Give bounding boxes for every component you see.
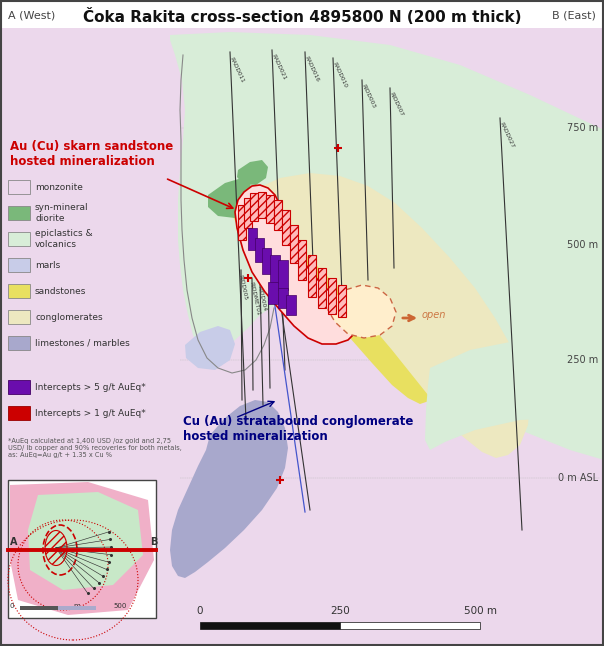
Bar [308, 255, 316, 297]
Text: 500 m: 500 m [567, 240, 598, 250]
Text: RADD010: RADD010 [331, 61, 347, 89]
Text: sandstones: sandstones [35, 286, 86, 295]
Bar [266, 195, 274, 223]
Text: Au (Cu) skarn sandstone
hosted mineralization: Au (Cu) skarn sandstone hosted mineraliz… [10, 140, 173, 168]
Polygon shape [425, 338, 604, 450]
Text: open: open [422, 310, 446, 320]
Text: RIDDMET01: RIDDMET01 [248, 281, 260, 316]
Polygon shape [232, 183, 438, 404]
Bar [278, 260, 288, 290]
Text: A (West): A (West) [8, 11, 55, 21]
Polygon shape [208, 178, 252, 218]
Bar [8, 310, 30, 324]
Bar [8, 380, 30, 394]
Text: limestones / marbles: limestones / marbles [35, 339, 130, 348]
Text: 0: 0 [197, 606, 204, 616]
Text: Čoka Rakita cross-section 4895800 N (200 m thick): Čoka Rakita cross-section 4895800 N (200… [83, 8, 521, 25]
Polygon shape [28, 492, 143, 590]
Text: A: A [10, 537, 18, 547]
Bar [258, 192, 266, 218]
Text: monzonite: monzonite [35, 183, 83, 191]
Text: RIDD004: RIDD004 [256, 285, 266, 311]
Bar [8, 206, 30, 220]
Text: 0: 0 [10, 603, 14, 609]
Bar [8, 284, 30, 298]
Text: Cu (Au) stratabound conglomerate
hosted mineralization: Cu (Au) stratabound conglomerate hosted … [183, 415, 413, 443]
Polygon shape [235, 185, 358, 344]
Text: syn-mineral
diorite: syn-mineral diorite [35, 203, 89, 223]
Bar [238, 205, 246, 240]
Bar [250, 193, 258, 221]
Polygon shape [0, 28, 604, 646]
Bar [20, 606, 58, 610]
Text: 500: 500 [113, 603, 126, 609]
Bar [8, 258, 30, 272]
Bar [328, 278, 336, 314]
Bar [318, 268, 326, 308]
Text: 250: 250 [330, 606, 350, 616]
Bar [340, 622, 480, 629]
Polygon shape [244, 173, 530, 458]
Bar [8, 180, 30, 194]
Text: 750 m: 750 m [567, 123, 598, 133]
Bar [8, 232, 30, 246]
Text: RADD027: RADD027 [498, 121, 515, 149]
Bar [274, 200, 282, 230]
Bar [338, 285, 346, 317]
Polygon shape [170, 400, 288, 578]
Polygon shape [328, 285, 396, 338]
Bar [278, 288, 288, 308]
Text: 250 m: 250 m [567, 355, 598, 365]
Text: RIDD003: RIDD003 [360, 83, 376, 109]
Bar [200, 622, 340, 629]
Bar [298, 240, 306, 280]
Text: Intercepts > 1 g/t AuEq*: Intercepts > 1 g/t AuEq* [35, 408, 146, 417]
Text: RIDD005: RIDD005 [237, 274, 247, 300]
Text: m: m [73, 603, 80, 609]
Bar [8, 480, 156, 618]
Polygon shape [185, 326, 235, 370]
Text: marls: marls [35, 260, 60, 269]
Bar [244, 198, 252, 228]
Polygon shape [170, 32, 604, 460]
Text: RADD016: RADD016 [303, 55, 320, 82]
Bar [8, 406, 30, 420]
Bar [282, 210, 290, 245]
Text: RADD021: RADD021 [270, 53, 286, 80]
Text: epiclastics &
volcanics: epiclastics & volcanics [35, 229, 92, 249]
Polygon shape [10, 482, 154, 615]
Bar [255, 238, 264, 262]
Bar [270, 255, 280, 283]
Text: 0 m ASL: 0 m ASL [558, 473, 598, 483]
Bar [286, 295, 296, 315]
Polygon shape [237, 160, 268, 185]
Bar [8, 336, 30, 350]
Text: RIDD008: RIDD008 [264, 275, 274, 302]
Text: B (East): B (East) [552, 11, 596, 21]
Bar [290, 225, 298, 263]
Bar [262, 248, 271, 274]
Text: RADD011: RADD011 [228, 56, 244, 83]
Bar [58, 606, 96, 610]
Text: conglomerates: conglomerates [35, 313, 103, 322]
Text: Intercepts > 5 g/t AuEq*: Intercepts > 5 g/t AuEq* [35, 382, 146, 391]
Text: RIDD007: RIDD007 [388, 91, 403, 117]
Text: RADD013: RADD013 [272, 275, 284, 303]
Bar [248, 228, 257, 250]
Text: 500 m: 500 m [463, 606, 496, 616]
Text: *AuEq calculated at 1,400 USD /oz gold and 2,75
USD/ lb copper and 90% recoverie: *AuEq calculated at 1,400 USD /oz gold a… [8, 438, 182, 458]
Text: B: B [150, 537, 158, 547]
Bar [268, 282, 278, 304]
